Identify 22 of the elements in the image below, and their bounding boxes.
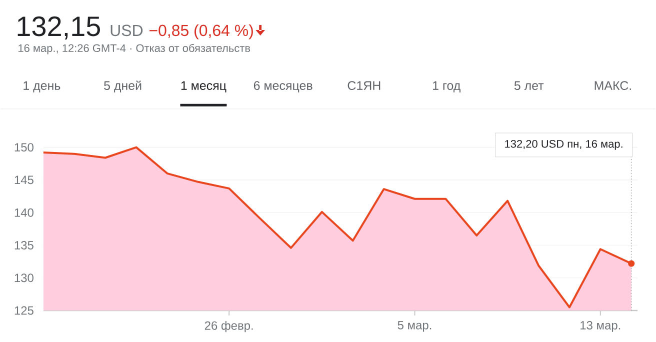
text: МАКС. xyxy=(594,80,631,90)
y-tick-label: 130 xyxy=(14,273,34,282)
y-tick-label: 145 xyxy=(14,176,34,184)
text: −0,85 (0,64 %) xyxy=(150,24,253,40)
text: 5 дней xyxy=(104,80,142,92)
text: 5 лет xyxy=(514,81,544,90)
text: С1ЯН xyxy=(348,80,380,90)
x-tick-label: 5 мар. xyxy=(398,320,432,332)
annotation: 132,20 USD пн, 16 мар. xyxy=(505,140,622,150)
y-tick-label: 125 xyxy=(14,306,34,315)
y-tick-label: 135 xyxy=(14,240,34,250)
text: 1 год xyxy=(432,81,460,92)
x-tick-label: 13 мар. xyxy=(580,320,620,332)
text: 1 день xyxy=(24,81,60,92)
text: USD xyxy=(110,24,143,36)
text: 6 месяцев xyxy=(254,80,312,92)
y-tick-label: 140 xyxy=(14,208,34,217)
x-tick-label: 26 февр. xyxy=(204,320,253,332)
chart-title: 132,15 xyxy=(18,16,100,40)
text: 1 месяц xyxy=(181,81,226,92)
chart-subtitle: 16 мар., 12:26 GMT-4 · Отказ от обязательств xyxy=(18,44,250,54)
y-tick-label: 150 xyxy=(14,142,34,152)
